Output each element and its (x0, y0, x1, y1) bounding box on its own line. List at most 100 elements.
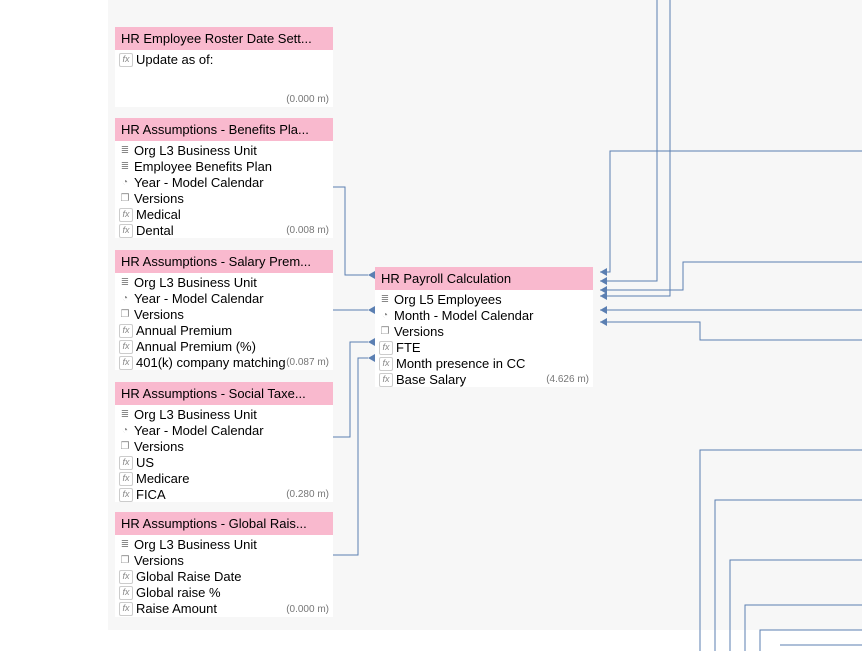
node-body: fxUpdate as of: (115, 50, 333, 70)
field-label: Dental (136, 223, 174, 239)
fx-icon: fx (119, 570, 133, 584)
field-row[interactable]: fxGlobal Raise Date (119, 569, 329, 585)
connector-line (760, 630, 862, 651)
clock-icon: ◔ (119, 425, 131, 437)
module-node[interactable]: HR Assumptions - Benefits Pla... ≣Org L3 … (115, 118, 333, 238)
fx-icon: fx (119, 472, 133, 486)
field-row[interactable]: ≣Org L3 Business Unit (119, 407, 329, 423)
field-label: Month - Model Calendar (394, 308, 533, 324)
fx-icon: fx (119, 586, 133, 600)
stack-icon: ❐ (119, 555, 131, 567)
node-header[interactable]: HR Employee Roster Date Sett... (115, 27, 333, 50)
field-row[interactable]: ≣Org L3 Business Unit (119, 275, 329, 291)
list-icon: ≣ (119, 145, 131, 157)
field-label: Versions (134, 191, 184, 207)
field-label: Update as of: (136, 52, 213, 68)
field-row[interactable]: ◔Month - Model Calendar (379, 308, 589, 324)
node-title: HR Assumptions - Salary Prem... (121, 254, 311, 269)
field-row[interactable]: fxGlobal raise % (119, 585, 329, 601)
node-header[interactable]: HR Assumptions - Benefits Pla... (115, 118, 333, 141)
field-row[interactable]: ◔Year - Model Calendar (119, 291, 329, 307)
list-icon: ≣ (119, 539, 131, 551)
node-metric: (0.000 m) (286, 94, 329, 105)
list-icon: ≣ (379, 294, 391, 306)
list-icon: ≣ (119, 409, 131, 421)
fx-icon: fx (119, 224, 133, 238)
node-header[interactable]: HR Assumptions - Global Rais... (115, 512, 333, 535)
field-label: Annual Premium (136, 323, 232, 339)
fx-icon: fx (119, 456, 133, 470)
field-label: Versions (134, 439, 184, 455)
node-metric: (0.280 m) (286, 489, 329, 500)
node-header[interactable]: HR Assumptions - Salary Prem... (115, 250, 333, 273)
field-label: Year - Model Calendar (134, 423, 264, 439)
field-row[interactable]: ❐Versions (119, 553, 329, 569)
module-node[interactable]: HR Assumptions - Salary Prem... ≣Org L3 B… (115, 250, 333, 370)
node-title: HR Assumptions - Social Taxe... (121, 386, 306, 401)
fx-icon: fx (119, 340, 133, 354)
node-title: HR Assumptions - Global Rais... (121, 516, 307, 531)
field-row[interactable]: fxFTE (379, 340, 589, 356)
field-row[interactable]: ◔Year - Model Calendar (119, 175, 329, 191)
module-node[interactable]: HR Payroll Calculation≣Org L5 Employees◔… (375, 267, 593, 387)
field-row[interactable]: fxUpdate as of: (119, 52, 329, 68)
fx-icon: fx (119, 488, 133, 502)
field-label: Global Raise Date (136, 569, 242, 585)
field-row[interactable]: fxAnnual Premium (%) (119, 339, 329, 355)
node-header[interactable]: HR Assumptions - Social Taxe... (115, 382, 333, 405)
field-label: Org L5 Employees (394, 292, 502, 308)
field-row[interactable]: ◔Year - Model Calendar (119, 423, 329, 439)
field-row[interactable]: ≣Employee Benefits Plan (119, 159, 329, 175)
field-label: Global raise % (136, 585, 221, 601)
field-row[interactable]: ❐Versions (119, 439, 329, 455)
field-label: Raise Amount (136, 601, 217, 617)
stack-icon: ❐ (119, 193, 131, 205)
field-row[interactable]: ❐Versions (119, 191, 329, 207)
field-row[interactable]: fxUS (119, 455, 329, 471)
fx-icon: fx (119, 208, 133, 222)
field-label: Medical (136, 207, 181, 223)
fx-icon: fx (119, 53, 133, 67)
stack-icon: ❐ (119, 441, 131, 453)
node-metric: (4.626 m) (546, 374, 589, 385)
module-node[interactable]: HR Employee Roster Date Sett... fxUpdate … (115, 27, 333, 107)
field-row[interactable]: ≣Org L3 Business Unit (119, 143, 329, 159)
field-label: Annual Premium (%) (136, 339, 256, 355)
field-label: Year - Model Calendar (134, 291, 264, 307)
field-row[interactable]: fxMedicare (119, 471, 329, 487)
field-label: Medicare (136, 471, 189, 487)
node-metric: (0.008 m) (286, 225, 329, 236)
field-label: 401(k) company matching (136, 355, 286, 371)
fx-icon: fx (119, 602, 133, 616)
field-label: Org L3 Business Unit (134, 407, 257, 423)
field-row[interactable]: ❐Versions (379, 324, 589, 340)
list-icon: ≣ (119, 277, 131, 289)
module-node[interactable]: HR Assumptions - Social Taxe... ≣Org L3 B… (115, 382, 333, 502)
field-row[interactable]: fxMonth presence in CC (379, 356, 589, 372)
field-row[interactable]: ≣Org L5 Employees (379, 292, 589, 308)
fx-icon: fx (119, 356, 133, 370)
field-row[interactable]: fxAnnual Premium (119, 323, 329, 339)
node-title: HR Payroll Calculation (381, 271, 511, 286)
field-label: Org L3 Business Unit (134, 143, 257, 159)
field-row[interactable]: fxMedical (119, 207, 329, 223)
clock-icon: ◔ (119, 177, 131, 189)
field-row[interactable]: ❐Versions (119, 307, 329, 323)
node-header[interactable]: HR Payroll Calculation (375, 267, 593, 290)
field-row[interactable]: ≣Org L3 Business Unit (119, 537, 329, 553)
stack-icon: ❐ (119, 309, 131, 321)
fx-icon: fx (379, 357, 393, 371)
module-node[interactable]: HR Assumptions - Global Rais... ≣Org L3 B… (115, 512, 333, 617)
field-label: Employee Benefits Plan (134, 159, 272, 175)
stack-icon: ❐ (379, 326, 391, 338)
clock-icon: ◔ (379, 310, 391, 322)
field-label: Versions (134, 307, 184, 323)
node-metric: (0.087 m) (286, 357, 329, 368)
field-label: FTE (396, 340, 421, 356)
node-metric: (0.000 m) (286, 604, 329, 615)
field-label: Org L3 Business Unit (134, 275, 257, 291)
fx-icon: fx (379, 373, 393, 387)
fx-icon: fx (379, 341, 393, 355)
field-label: Month presence in CC (396, 356, 525, 372)
field-label: Org L3 Business Unit (134, 537, 257, 553)
